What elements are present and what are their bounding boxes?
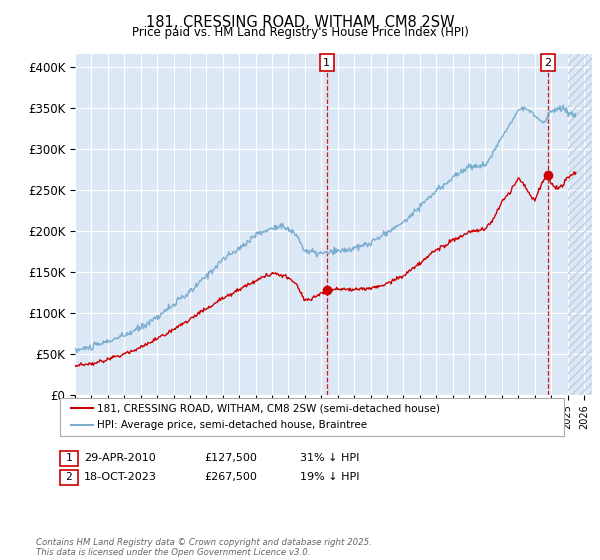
Text: 31% ↓ HPI: 31% ↓ HPI — [300, 453, 359, 463]
Text: £267,500: £267,500 — [204, 472, 257, 482]
Text: 18-OCT-2023: 18-OCT-2023 — [84, 472, 157, 482]
Text: 181, CRESSING ROAD, WITHAM, CM8 2SW (semi-detached house): 181, CRESSING ROAD, WITHAM, CM8 2SW (sem… — [97, 403, 440, 413]
Text: 1: 1 — [323, 58, 330, 68]
Bar — [568, 54, 592, 395]
Text: 2: 2 — [65, 472, 73, 482]
Text: Price paid vs. HM Land Registry's House Price Index (HPI): Price paid vs. HM Land Registry's House … — [131, 26, 469, 39]
Text: 2: 2 — [544, 58, 551, 68]
Text: Contains HM Land Registry data © Crown copyright and database right 2025.
This d: Contains HM Land Registry data © Crown c… — [36, 538, 372, 557]
Text: HPI: Average price, semi-detached house, Braintree: HPI: Average price, semi-detached house,… — [97, 420, 367, 430]
Text: 29-APR-2010: 29-APR-2010 — [84, 453, 156, 463]
Text: 1: 1 — [65, 453, 73, 463]
Text: 19% ↓ HPI: 19% ↓ HPI — [300, 472, 359, 482]
Bar — [568, 54, 592, 395]
Text: £127,500: £127,500 — [204, 453, 257, 463]
Text: 181, CRESSING ROAD, WITHAM, CM8 2SW: 181, CRESSING ROAD, WITHAM, CM8 2SW — [146, 15, 454, 30]
